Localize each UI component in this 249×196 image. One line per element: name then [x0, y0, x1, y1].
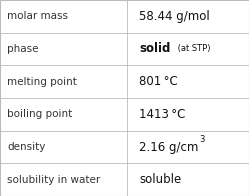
- Text: density: density: [7, 142, 46, 152]
- Text: 1413 °C: 1413 °C: [139, 108, 186, 121]
- Text: 3: 3: [199, 135, 204, 144]
- Text: solubility in water: solubility in water: [7, 175, 101, 185]
- Text: boiling point: boiling point: [7, 109, 73, 119]
- Text: (at STP): (at STP): [175, 44, 210, 54]
- Text: soluble: soluble: [139, 173, 182, 186]
- Text: 58.44 g/mol: 58.44 g/mol: [139, 10, 210, 23]
- Text: melting point: melting point: [7, 77, 77, 87]
- Text: solid: solid: [139, 43, 171, 55]
- Text: 801 °C: 801 °C: [139, 75, 178, 88]
- Text: 2.16 g/cm: 2.16 g/cm: [139, 141, 199, 153]
- Text: phase: phase: [7, 44, 39, 54]
- Text: molar mass: molar mass: [7, 11, 68, 21]
